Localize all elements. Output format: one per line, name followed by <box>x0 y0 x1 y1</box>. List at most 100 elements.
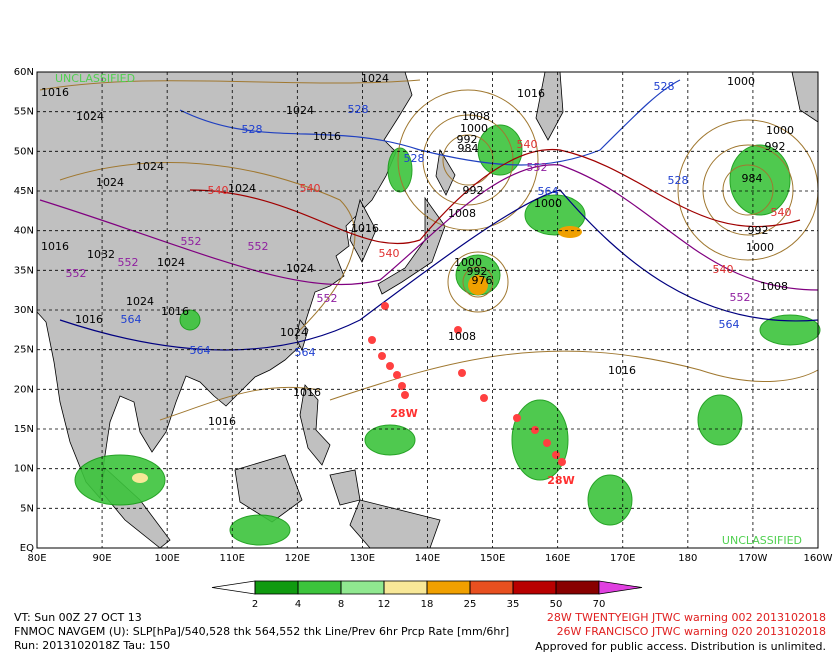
lat-label: 50N <box>14 146 34 157</box>
lat-label: 10N <box>14 464 34 475</box>
contour-label: 528 <box>654 80 675 93</box>
contour-label: 1016 <box>41 240 69 253</box>
contour-label: 1016 <box>608 364 636 377</box>
lat-label: 15N <box>14 424 34 435</box>
contour-label: 992 <box>765 140 786 153</box>
footer-left: VT: Sun 00Z 27 OCT 13 <box>14 611 142 624</box>
map-frame <box>36 71 819 549</box>
classification-bottom: UNCLASSIFIED <box>722 534 802 547</box>
contour-label: 552 <box>730 291 751 304</box>
contour-label: 1008 <box>760 280 788 293</box>
contour-label: 1016 <box>208 415 236 428</box>
contour-label: 540 <box>300 182 321 195</box>
contour-label: 540 <box>713 263 734 276</box>
contour-label: 1024 <box>286 262 314 275</box>
colorbar-segment <box>555 580 600 595</box>
lon-label: 80E <box>27 553 46 564</box>
contour-label: 1008 <box>448 207 476 220</box>
lon-label: 90E <box>93 553 112 564</box>
colorbar-segment <box>297 580 342 595</box>
contour-label: 1016 <box>161 305 189 318</box>
contour-label: 552 <box>181 235 202 248</box>
contour-label: 1000 <box>766 124 794 137</box>
contour-label: 1016 <box>313 130 341 143</box>
footer-right: 28W TWENTYEIGH JTWC warning 002 20131020… <box>547 611 826 624</box>
contour-label: 552 <box>317 292 338 305</box>
lat-label: 5N <box>20 503 34 514</box>
precip-areas <box>74 124 821 546</box>
lon-label: 120E <box>285 553 310 564</box>
contour-label: 1024 <box>286 104 314 117</box>
lat-label: 40N <box>14 226 34 237</box>
classification-top: UNCLASSIFIED <box>55 72 135 85</box>
contour-label: 1008 <box>462 110 490 123</box>
contour-label: 528 <box>404 152 425 165</box>
colorbar-arrow-high <box>598 580 643 595</box>
contour-label: 1024 <box>228 182 256 195</box>
colorbar-segment <box>512 580 557 595</box>
contour-label: 564 <box>295 346 316 359</box>
storm-label: 28W <box>390 407 417 420</box>
lat-label: EQ <box>20 543 34 554</box>
lon-label: 170W <box>738 553 767 564</box>
footer-left: Run: 2013102018Z Tau: 150 <box>14 639 170 652</box>
contour-label: 552 <box>66 267 87 280</box>
colorbar-segment <box>383 580 428 595</box>
lat-label: 25N <box>14 345 34 356</box>
lon-label: 100E <box>154 553 179 564</box>
lon-label: 160W <box>804 553 833 564</box>
contour-label: 984 <box>742 172 763 185</box>
contour-label: 1024 <box>96 176 124 189</box>
lon-label: 170E <box>610 553 635 564</box>
contour-label: 540 <box>771 206 792 219</box>
contour-label: 992 <box>748 224 769 237</box>
contour-label: 540 <box>208 184 229 197</box>
contour-label: 1024 <box>361 72 389 85</box>
contour-label: 992 <box>463 184 484 197</box>
contour-label: 528 <box>348 103 369 116</box>
contour-label: 1000 <box>460 122 488 135</box>
contour-label: 1016 <box>293 386 321 399</box>
colorbar-label: 2 <box>252 599 258 610</box>
colorbar-label: 35 <box>507 599 520 610</box>
colorbar-segment <box>340 580 385 595</box>
contour-label: 1000 <box>454 256 482 269</box>
lon-label: 110E <box>220 553 245 564</box>
contour-label: 992 <box>467 265 488 278</box>
contour-label: 552 <box>527 161 548 174</box>
colorbar-label: 25 <box>464 599 477 610</box>
contour-label: 1024 <box>280 326 308 339</box>
footer-left: FNMOC NAVGEM (U): SLP[hPa]/540,528 thk 5… <box>14 625 509 638</box>
contour-label: 564 <box>121 313 142 326</box>
contour-label: 564 <box>538 185 559 198</box>
lat-label: 30N <box>14 305 34 316</box>
contour-label: 1024 <box>126 295 154 308</box>
lon-label: 150E <box>480 553 505 564</box>
colorbar-label: 12 <box>378 599 391 610</box>
isobars <box>39 79 819 421</box>
colorbar-label: 18 <box>421 599 434 610</box>
lat-label: 35N <box>14 265 34 276</box>
contour-label: 1000 <box>727 75 755 88</box>
footer-notice: Approved for public access. Distribution… <box>535 640 826 653</box>
contour-label: 1000 <box>746 241 774 254</box>
contour-label: 1000 <box>534 197 562 210</box>
contour-label: 1016 <box>41 86 69 99</box>
contour-label: 564 <box>190 344 211 357</box>
contour-label: 976 <box>472 274 493 287</box>
contour-label: 552 <box>118 256 139 269</box>
contour-label: 1016 <box>351 222 379 235</box>
colorbar: 2 4 8 12 18 25 35 50 70 <box>211 580 643 610</box>
storm-label: 28W <box>547 474 574 487</box>
contour-label: 540 <box>517 138 538 151</box>
footer-right: 26W FRANCISCO JTWC warning 020 201310201… <box>557 625 826 638</box>
lat-label: 60N <box>14 67 34 78</box>
lon-label: 180 <box>678 553 697 564</box>
colorbar-label: 70 <box>593 599 606 610</box>
contour-label: 992 <box>457 133 478 146</box>
contour-label: 1016 <box>75 313 103 326</box>
contour-label: 564 <box>719 318 740 331</box>
contour-label: 1008 <box>448 330 476 343</box>
